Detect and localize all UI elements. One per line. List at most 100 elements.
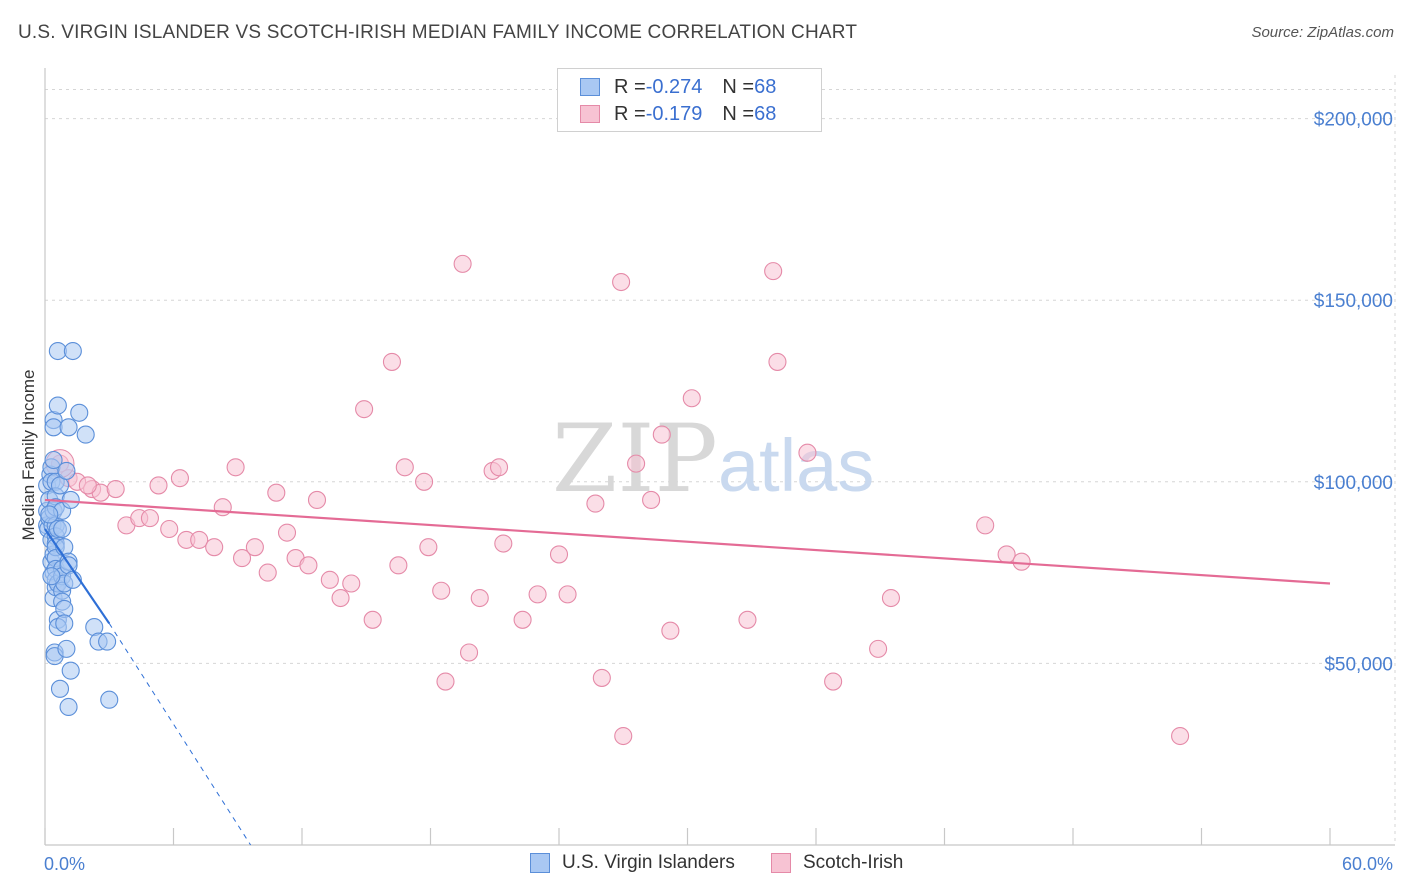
scotch-irish-point xyxy=(997,545,1016,564)
scotch-irish-points xyxy=(45,254,1190,746)
axes xyxy=(44,68,1395,846)
scotch-irish-point xyxy=(1171,726,1190,746)
scotch-irish-point xyxy=(432,581,451,600)
scotch-irish-point xyxy=(213,498,232,517)
chart-title: U.S. VIRGIN ISLANDER VS SCOTCH-IRISH MED… xyxy=(18,22,858,43)
legend-r-value: -0.179 xyxy=(645,102,703,125)
legend-row-virgin-islanders: R = -0.274 N = 68 xyxy=(558,74,776,100)
scotch-irish-point xyxy=(395,458,414,477)
scotch-irish-point xyxy=(592,668,611,687)
bottom-legend-virgin-islanders: U.S. Virgin Islanders xyxy=(530,852,735,874)
scotch-irish-point xyxy=(78,476,97,495)
virgin-islander-points xyxy=(38,341,119,717)
virgin-islander-point xyxy=(70,403,89,422)
legend-n-label: N = xyxy=(722,75,755,98)
virgin-islander-point xyxy=(40,505,59,524)
scotch-irish-point xyxy=(299,556,318,575)
legend-swatch-blue xyxy=(580,78,600,96)
scotch-irish-point xyxy=(320,570,339,589)
correlation-legend: R = -0.274 N = 68 R = -0.179 N = 68 xyxy=(557,68,822,132)
virgin-islander-point xyxy=(57,639,76,658)
virgin-islander-point xyxy=(61,661,80,680)
scotch-irish-point xyxy=(489,458,509,477)
bottom-legend-scotch-irish: Scotch-Irish xyxy=(771,852,903,874)
virgin-islander-point xyxy=(53,519,72,539)
bottom-legend-label: U.S. Virgin Islanders xyxy=(562,852,735,873)
y-tick-label: $200,000 xyxy=(1314,110,1393,131)
scotch-irish-point xyxy=(355,400,374,419)
virgin-islander-point xyxy=(76,425,95,444)
x-axis-min-label: 0.0% xyxy=(44,854,85,874)
scotch-irish-point xyxy=(170,469,189,488)
virgin-islander-point xyxy=(59,418,78,437)
virgin-islander-point xyxy=(50,679,70,698)
scotch-irish-point xyxy=(661,621,680,640)
scotch-irish-point xyxy=(513,610,532,629)
scotch-irish-point xyxy=(738,610,757,629)
legend-n-label: N = xyxy=(722,102,755,125)
y-tick-label: $150,000 xyxy=(1314,291,1393,312)
y-tick-label: $50,000 xyxy=(1324,654,1393,675)
scotch-irish-point xyxy=(307,490,327,510)
scotch-irish-point xyxy=(436,672,455,691)
legend-r-value: -0.274 xyxy=(645,75,703,98)
scotch-irish-point xyxy=(764,262,783,281)
scotch-irish-point xyxy=(976,516,995,535)
scotch-irish-point xyxy=(881,588,901,608)
virgin-islander-point xyxy=(57,461,76,480)
scotch-irish-point xyxy=(1012,552,1031,571)
bottom-legend-swatch-blue xyxy=(530,853,550,873)
scotch-irish-point xyxy=(652,425,671,444)
scotch-irish-point xyxy=(768,352,787,371)
scotch-irish-point xyxy=(106,480,125,499)
scotch-irish-point xyxy=(614,726,633,746)
bottom-legend-label: Scotch-Irish xyxy=(803,852,904,873)
scotch-irish-point xyxy=(470,588,489,608)
scotch-irish-point xyxy=(160,519,179,539)
scotch-irish-point xyxy=(331,588,350,608)
scotch-irish-point xyxy=(682,389,701,408)
virgin-islander-point xyxy=(44,450,63,470)
virgin-islander-point xyxy=(98,632,117,651)
y-tick-label: $100,000 xyxy=(1314,473,1393,494)
scotch-irish-point xyxy=(612,272,631,292)
trend-lines xyxy=(44,498,1331,846)
scotch-irish-point xyxy=(798,443,817,462)
scotch-irish-point xyxy=(558,585,577,604)
y-tick-labels: $50,000 $100,000 $150,000 $200,000 xyxy=(1314,110,1393,676)
virgin-islander-trend-line xyxy=(44,528,111,625)
scotch-irish-point xyxy=(549,545,569,564)
scotch-irish-point xyxy=(453,254,472,273)
scotch-irish-point xyxy=(389,556,408,575)
scotch-irish-point xyxy=(232,549,252,568)
scotch-irish-point xyxy=(149,476,168,495)
virgin-islander-point xyxy=(63,341,82,361)
legend-row-scotch-irish: R = -0.179 N = 68 xyxy=(558,101,776,127)
scotch-irish-point xyxy=(586,494,605,513)
legend-n-value: 68 xyxy=(754,75,777,98)
scotch-irish-point xyxy=(642,490,661,510)
scotch-irish-point xyxy=(245,538,264,557)
virgin-islander-point xyxy=(100,690,119,709)
y-axis-label: Median Family Income xyxy=(19,369,38,540)
legend-n-value: 68 xyxy=(754,102,777,125)
scotch-irish-point xyxy=(382,352,402,371)
x-axis-max-label: 60.0% xyxy=(1342,854,1393,874)
legend-swatch-pink xyxy=(580,105,600,123)
legend-r-label: R = xyxy=(614,102,646,125)
source-credit: Source: ZipAtlas.com xyxy=(1251,24,1394,41)
virgin-islander-point xyxy=(59,697,78,717)
virgin-islander-trend-extension xyxy=(108,623,252,846)
scotch-irish-point xyxy=(869,639,888,658)
legend-r-label: R = xyxy=(614,75,646,98)
scotch-irish-point xyxy=(277,523,297,542)
scotch-irish-point xyxy=(363,610,382,629)
virgin-islander-point xyxy=(42,567,61,586)
scotch-irish-point xyxy=(258,563,277,582)
scotch-irish-point xyxy=(226,458,245,477)
scotch-irish-trend-line xyxy=(44,498,1331,585)
virgin-islander-point xyxy=(55,614,74,633)
scotch-irish-point xyxy=(459,643,479,662)
virgin-islander-point xyxy=(61,490,80,510)
